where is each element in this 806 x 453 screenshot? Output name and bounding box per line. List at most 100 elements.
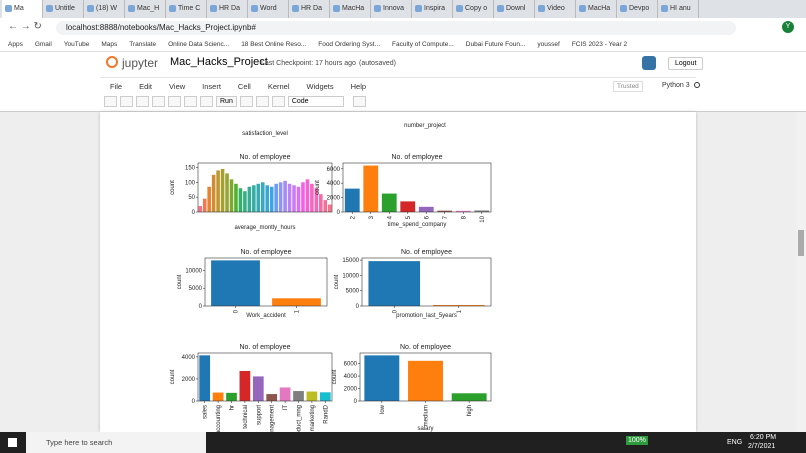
tab[interactable]: Video [535, 0, 576, 18]
bookmark[interactable]: Gmail [34, 41, 52, 48]
menu-item[interactable]: Edit [139, 82, 153, 91]
tab-bar: Ma Untitle (18) W Mac_H Time C HR Da Word HR Da… [0, 0, 806, 18]
x-tick-label: IT [283, 405, 289, 411]
bookmark[interactable]: 18 Best Online Reso... [241, 41, 307, 48]
bar [292, 185, 296, 212]
bar [344, 188, 360, 212]
tab[interactable]: Untitle [43, 0, 84, 18]
tab[interactable]: HI anu [658, 0, 699, 18]
menu-item[interactable]: Kernel [267, 82, 290, 91]
toolbar: Run Code [104, 96, 366, 107]
language[interactable]: ENG [727, 439, 743, 446]
x-tick-label: 7 [443, 215, 449, 219]
tool-button[interactable] [136, 96, 149, 107]
tool-button[interactable] [184, 96, 197, 107]
x-tick-label: 10 [480, 215, 486, 222]
bar [269, 186, 274, 212]
profile[interactable]: Y [782, 21, 794, 33]
bar [364, 355, 400, 401]
bookmark[interactable]: Translate [129, 41, 157, 48]
bar [260, 182, 265, 212]
tab[interactable]: Word [248, 0, 289, 18]
x-tick-label: technical [243, 405, 249, 429]
bar [247, 186, 252, 212]
tab[interactable]: Devpo [617, 0, 658, 18]
bookmark[interactable]: Apps [8, 41, 23, 48]
tool-button[interactable] [200, 96, 213, 107]
menu-item[interactable]: File [110, 82, 123, 91]
tab[interactable]: (18) W [84, 0, 125, 18]
checkpoint: Last Checkpoint: 17 hours ago [261, 60, 356, 67]
bookmark[interactable]: Food Ordering Syst... [318, 41, 381, 48]
clock-time[interactable]: 6:20 PM [750, 434, 777, 441]
logout-button[interactable]: Logout [668, 57, 704, 70]
bookmark[interactable]: Maps [101, 41, 118, 48]
x-tick-label: 2 [350, 215, 356, 219]
x-tick-label: 4 [387, 215, 393, 219]
tab[interactable]: HR Da [207, 0, 248, 18]
y-tick-label: 0 [354, 399, 358, 405]
bar [432, 305, 485, 306]
tool-button[interactable] [120, 96, 133, 107]
y-tick-label: 0 [192, 210, 196, 216]
kernel-indicator [694, 82, 700, 88]
bar [225, 173, 229, 212]
scroll-thumb[interactable] [798, 230, 804, 256]
menu-item[interactable]: Insert [202, 82, 221, 91]
tab[interactable]: MacHa [576, 0, 617, 18]
search-box[interactable]: Type here to search [26, 432, 206, 453]
tab[interactable]: Time C [166, 0, 207, 18]
jupyter-logo[interactable]: jupyter [122, 56, 159, 70]
bookmark[interactable]: FCIS 2023 - Year 2 [571, 41, 628, 48]
x-tick-label: 6 [424, 215, 430, 219]
tool-button[interactable] [271, 96, 285, 107]
bookmark[interactable]: youssef [537, 41, 560, 48]
tool-button[interactable] [239, 96, 253, 107]
y-tick-label: 2000 [182, 377, 196, 383]
bar [368, 261, 421, 306]
menu-item[interactable]: Help [350, 82, 367, 91]
scrollbar[interactable] [796, 112, 806, 432]
bookmark[interactable]: Faculty of Compute... [392, 41, 454, 48]
bookmark[interactable]: YouTube [63, 41, 90, 48]
x-tick-label: accounting [216, 405, 222, 432]
tab[interactable]: Innova [371, 0, 412, 18]
tab[interactable]: Copy o [453, 0, 494, 18]
x-tick-label: 1 [295, 309, 301, 313]
tool-button[interactable] [255, 96, 269, 107]
tool-button[interactable] [152, 96, 165, 107]
url-field[interactable]: localhost:8888/notebooks/Mac_Hacks_Proje… [56, 21, 736, 35]
battery[interactable]: 100% [626, 436, 648, 445]
tab[interactable]: Downl [494, 0, 535, 18]
trusted[interactable]: Trusted [613, 81, 643, 92]
menu-item[interactable]: View [169, 82, 186, 91]
tool-button[interactable] [104, 96, 117, 107]
tab[interactable]: MacHa [330, 0, 371, 18]
bar [408, 360, 443, 401]
chart-title: No. of employee [241, 249, 292, 256]
tab[interactable]: HR Da [289, 0, 330, 18]
bar [252, 185, 256, 212]
tab[interactable]: Ma [2, 0, 43, 18]
bookmark[interactable]: Online Data Scienc... [168, 41, 230, 48]
y-tick-label: 6000 [327, 167, 341, 173]
y-axis-label: count [315, 180, 321, 195]
tool-button[interactable] [168, 96, 181, 107]
x-tick-label: medium [424, 405, 430, 426]
bookmark[interactable]: Dubai Future Foun... [465, 41, 526, 48]
divider [100, 77, 696, 78]
start-button[interactable] [8, 438, 17, 447]
menu-item[interactable]: Cell [237, 82, 251, 91]
tool-button[interactable] [352, 96, 366, 107]
cell-type-select[interactable]: Code [287, 96, 344, 107]
tab[interactable]: Inspira [412, 0, 453, 18]
clock-date[interactable]: 2/7/2021 [748, 443, 776, 450]
notebook-name[interactable]: Mac_Hacks_Project [170, 56, 268, 68]
x-tick-label: 0 [234, 309, 240, 313]
run-button[interactable]: Run [216, 96, 237, 107]
tab[interactable]: Mac_H [125, 0, 166, 18]
menu-item[interactable]: Widgets [306, 82, 334, 91]
bar [293, 391, 304, 401]
nav-buttons[interactable]: ← → ↻ [8, 21, 42, 32]
